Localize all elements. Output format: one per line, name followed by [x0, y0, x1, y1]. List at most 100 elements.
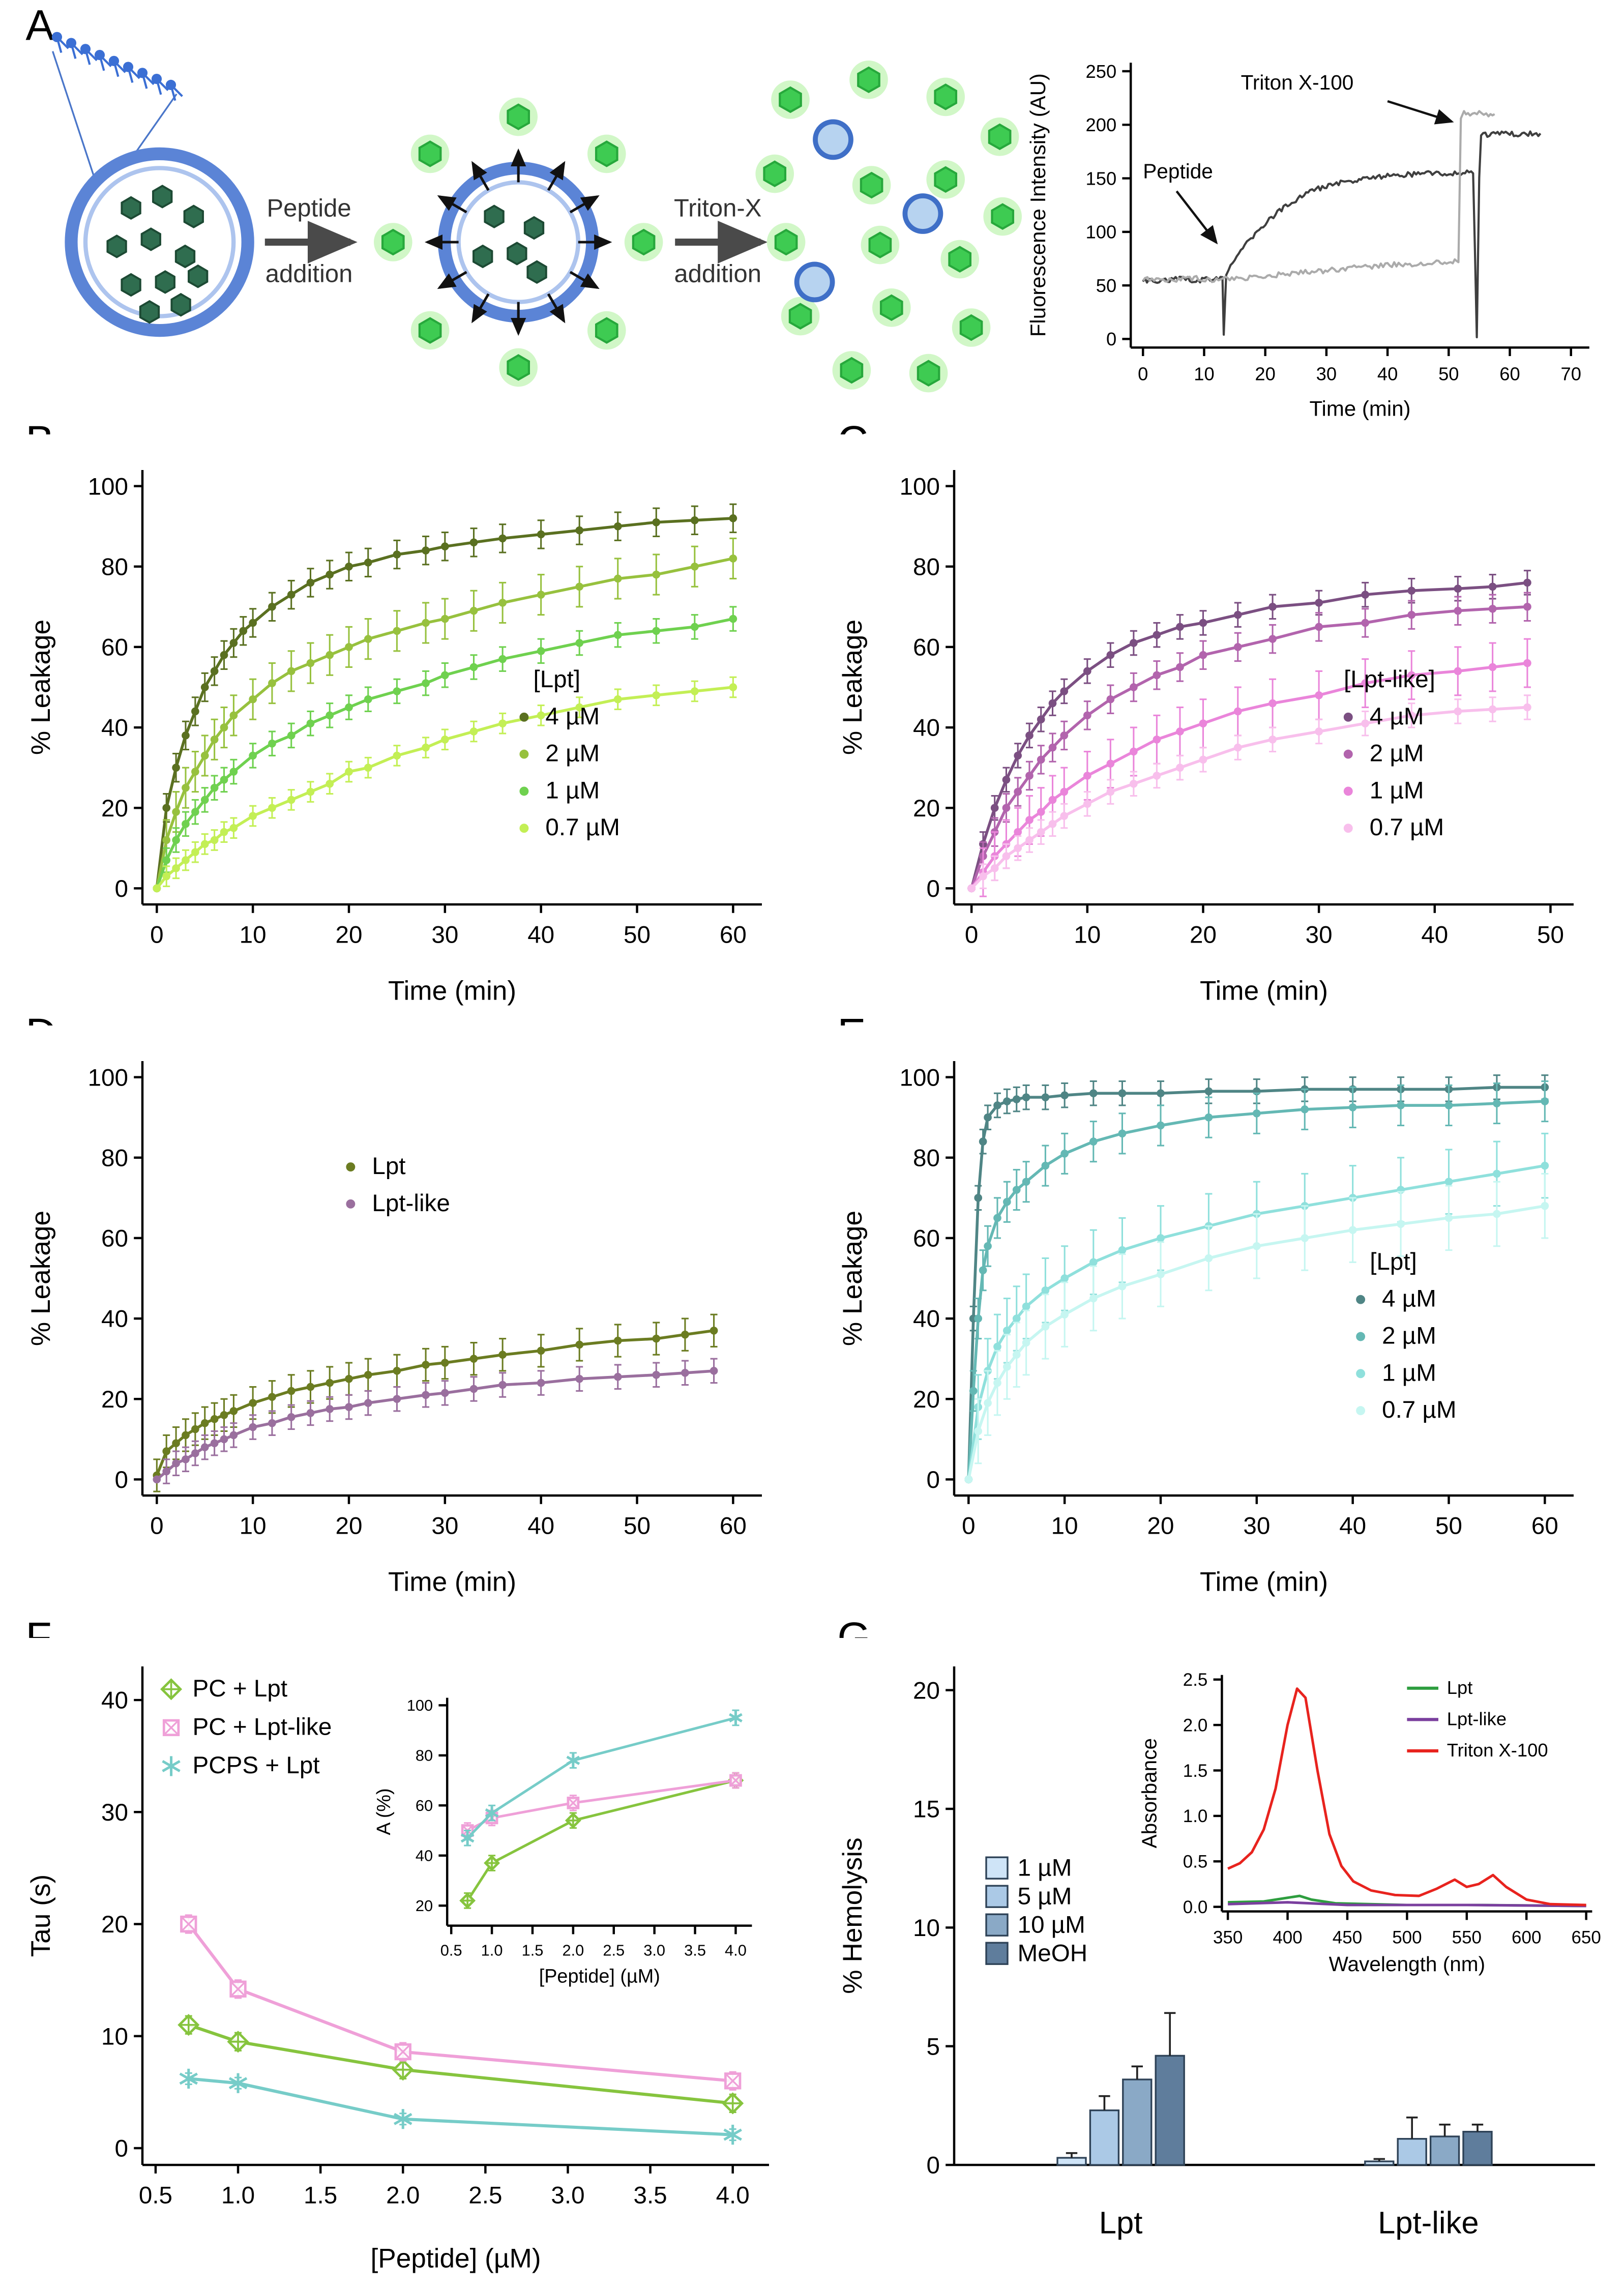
svg-text:4 µM: 4 µM [545, 703, 600, 730]
svg-text:40: 40 [913, 715, 940, 742]
svg-text:100: 100 [900, 473, 940, 500]
svg-text:A (%): A (%) [373, 1788, 395, 1835]
svg-text:% Leakage: % Leakage [26, 620, 56, 755]
svg-text:[Lpt]: [Lpt] [1370, 1248, 1417, 1275]
svg-text:10: 10 [240, 922, 267, 949]
svg-text:% Leakage: % Leakage [26, 1211, 56, 1346]
encapsulated-dye-hexagon [183, 204, 204, 228]
released-dye-hexagon [917, 360, 940, 387]
svg-text:30: 30 [1306, 922, 1333, 949]
svg-text:150: 150 [1085, 168, 1116, 189]
panel-a-fluorescence-time-chart: 0 10 20 30 40 50 60 70 0 50 100 150 200 250 Time (min)… [1026, 20, 1609, 427]
svg-text:0: 0 [962, 1513, 975, 1540]
svg-text:60: 60 [1531, 1513, 1558, 1540]
svg-text:40: 40 [527, 1513, 554, 1540]
svg-text:Absorbance: Absorbance [1139, 1738, 1161, 1849]
svg-text:40: 40 [1339, 1513, 1366, 1540]
encapsulated-dye-hexagon [473, 244, 493, 269]
triton-addition-label: Triton-X [674, 195, 761, 222]
svg-text:Triton X-100: Triton X-100 [1447, 1740, 1548, 1761]
encapsulated-dye-hexagon [523, 216, 545, 240]
leakage-arrow [471, 293, 490, 324]
svg-text:1 µM: 1 µM [545, 777, 600, 804]
svg-text:Lpt-like: Lpt-like [1447, 1709, 1507, 1730]
released-dye-hexagon [779, 86, 802, 113]
svg-text:550: 550 [1452, 1928, 1482, 1948]
svg-text:0: 0 [150, 922, 163, 949]
svg-text:50: 50 [1096, 275, 1116, 296]
svg-text:2.0: 2.0 [386, 2182, 420, 2209]
svg-text:PCPS + Lpt: PCPS + Lpt [193, 1752, 320, 1779]
released-dye-hexagon [991, 203, 1015, 230]
svg-text:40: 40 [1377, 364, 1398, 385]
svg-text:400: 400 [1273, 1928, 1302, 1948]
svg-text:40: 40 [416, 1847, 433, 1865]
svg-text:60: 60 [101, 634, 128, 661]
lipid-head [137, 68, 148, 78]
svg-text:0: 0 [115, 2135, 128, 2162]
released-dye-hexagon [763, 160, 787, 187]
svg-text:0.5: 0.5 [139, 2182, 172, 2209]
released-dye-hexagon [857, 66, 880, 94]
svg-text:20: 20 [1190, 922, 1217, 949]
encapsulated-dye-hexagon [140, 227, 161, 251]
released-dye-hexagon [948, 246, 972, 273]
svg-text:0: 0 [115, 875, 128, 902]
svg-text:80: 80 [101, 1145, 128, 1171]
svg-text:0: 0 [150, 1513, 163, 1540]
svg-text:2.5: 2.5 [468, 2182, 502, 2209]
svg-text:40: 40 [1421, 922, 1448, 949]
released-dye-hexagon [595, 317, 618, 344]
svg-text:1.5: 1.5 [522, 1941, 544, 1959]
svg-text:2.5: 2.5 [1183, 1670, 1208, 1690]
svg-text:20: 20 [1147, 1513, 1174, 1540]
released-dye-hexagon [860, 171, 883, 199]
encapsulated-dye-hexagon [484, 204, 505, 228]
encapsulated-dye-hexagon [152, 185, 173, 209]
released-dye-hexagon [507, 103, 530, 130]
svg-text:Time (min): Time (min) [1200, 976, 1328, 1006]
svg-text:100: 100 [1085, 222, 1116, 243]
svg-text:30: 30 [431, 922, 458, 949]
svg-text:30: 30 [1243, 1513, 1270, 1540]
svg-text:Wavelength (nm): Wavelength (nm) [1329, 1952, 1485, 1976]
svg-text:40: 40 [101, 715, 128, 742]
svg-text:10: 10 [913, 1915, 940, 1942]
svg-text:100: 100 [88, 473, 128, 500]
encapsulated-dye-hexagon [526, 260, 547, 284]
svg-text:3.5: 3.5 [633, 2182, 667, 2209]
svg-text:50: 50 [1537, 922, 1564, 949]
svg-text:450: 450 [1333, 1928, 1362, 1948]
released-dye-hexagon [774, 228, 798, 256]
released-dye-hexagon [381, 228, 405, 256]
encapsulated-dye-hexagon [121, 196, 141, 220]
svg-text:100: 100 [900, 1064, 940, 1091]
svg-text:[Lpt]: [Lpt] [533, 666, 580, 693]
svg-text:20: 20 [913, 1677, 940, 1704]
svg-text:4 µM: 4 µM [1382, 1285, 1436, 1312]
svg-text:60: 60 [913, 1225, 940, 1252]
svg-text:MeOH: MeOH [1018, 1940, 1088, 1967]
encapsulated-dye-hexagon [106, 235, 127, 258]
lipid-head [80, 44, 91, 54]
svg-text:10: 10 [101, 2023, 128, 2050]
leakage-arrow [569, 271, 600, 289]
released-dye-hexagon [507, 354, 530, 381]
svg-text:60: 60 [1499, 364, 1520, 385]
svg-text:Time (min): Time (min) [388, 976, 516, 1006]
svg-text:Time (min): Time (min) [388, 1567, 516, 1597]
svg-text:Tau (s): Tau (s) [26, 1874, 56, 1957]
svg-text:2 µM: 2 µM [1382, 1323, 1436, 1350]
svg-text:2 µM: 2 µM [545, 740, 600, 767]
released-dye-hexagon [868, 231, 892, 258]
lipid-head [94, 50, 105, 61]
empty-liposome [902, 193, 943, 234]
svg-text:20: 20 [101, 795, 128, 822]
svg-text:addition: addition [674, 260, 761, 287]
svg-text:3.5: 3.5 [684, 1941, 706, 1959]
liposome-membrane [437, 161, 599, 323]
peptide-addition-label: Peptide [267, 195, 351, 222]
svg-text:0.5: 0.5 [1183, 1852, 1208, 1872]
empty-liposome [794, 261, 835, 303]
